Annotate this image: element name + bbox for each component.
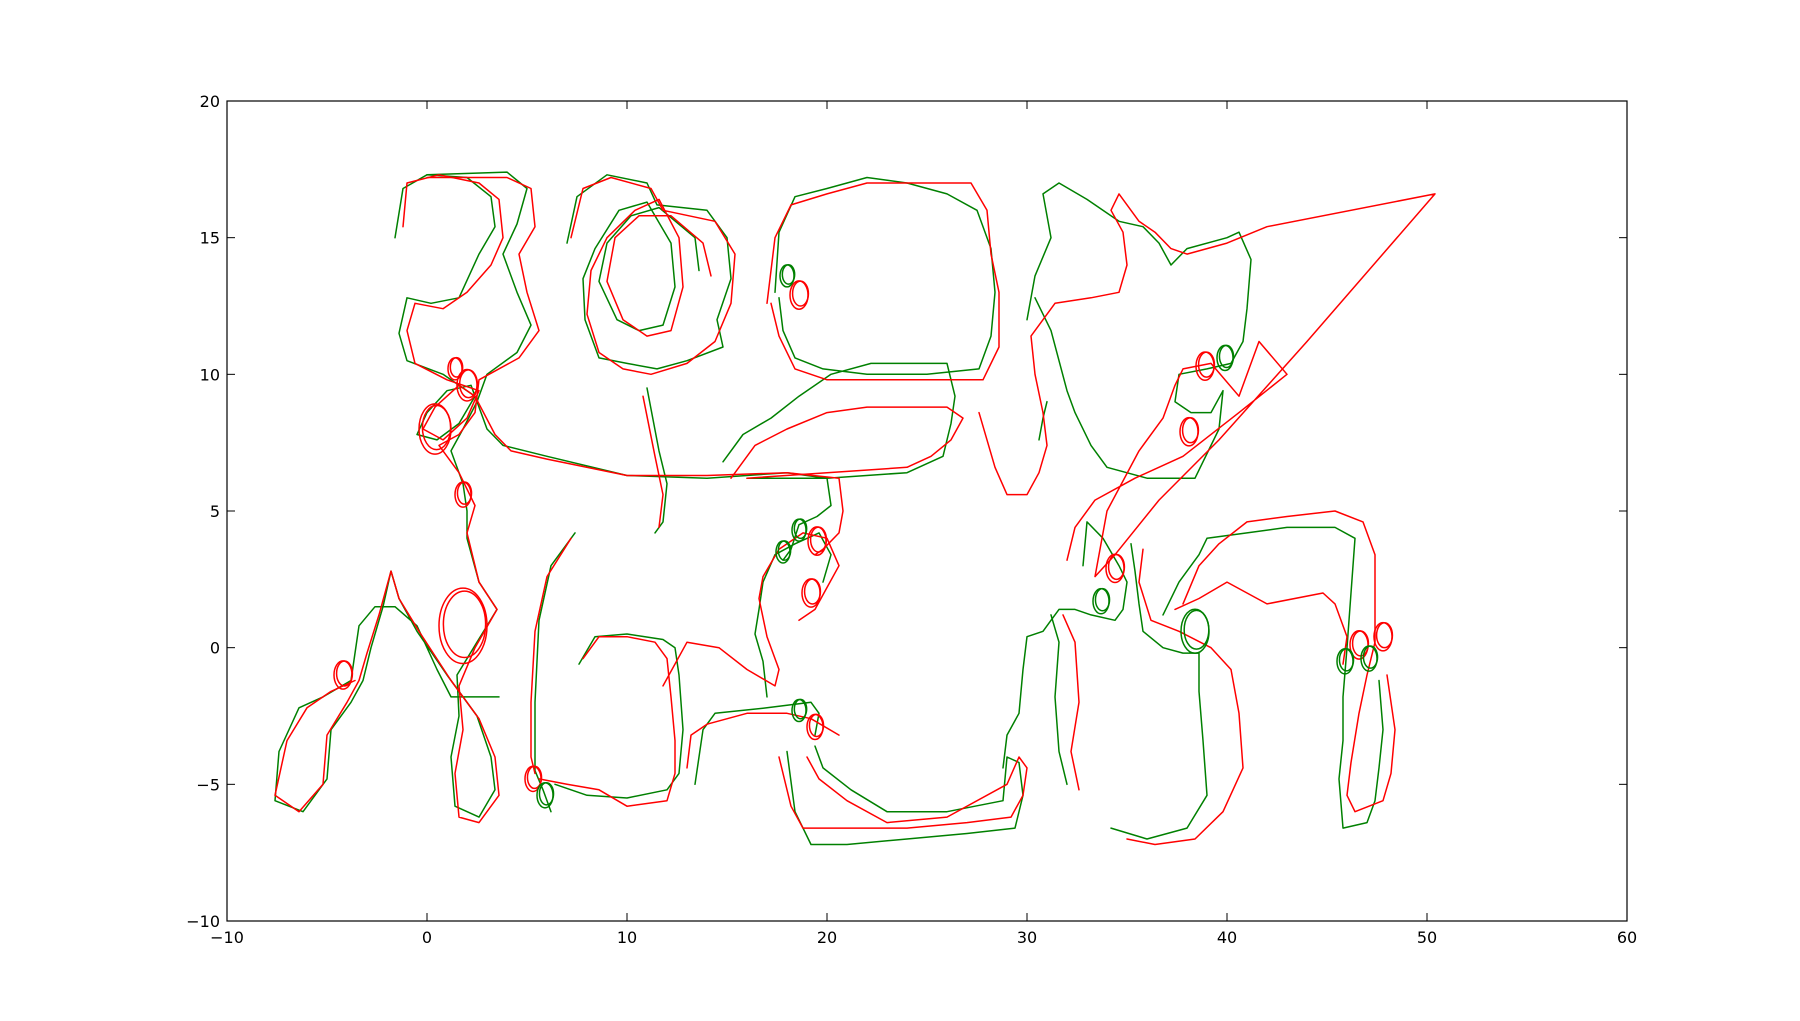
red-loop-2 xyxy=(421,404,452,451)
x-tick-label: 40 xyxy=(1217,928,1237,947)
y-tick-label: −10 xyxy=(186,912,220,931)
green-trajectory-16 xyxy=(1162,526,1384,829)
red-loop-16 xyxy=(1197,351,1216,378)
red-loop-8 xyxy=(791,280,810,307)
green-loop-21 xyxy=(1183,609,1210,650)
y-tick-label: 0 xyxy=(210,639,220,658)
plot-frame xyxy=(226,100,1628,922)
x-tick-label: −10 xyxy=(210,928,244,947)
green-loop-25 xyxy=(1362,645,1379,669)
red-trajectory-31 xyxy=(1182,510,1396,813)
plot-area xyxy=(274,171,1436,846)
x-tick-label: 30 xyxy=(1017,928,1037,947)
green-trajectory-6 xyxy=(534,532,576,813)
red-loop-5 xyxy=(442,590,487,659)
red-loop-23 xyxy=(1375,622,1394,649)
red-trajectory-29 xyxy=(1062,614,1080,791)
red-trajectory-19 xyxy=(570,176,736,376)
red-loop-1 xyxy=(449,356,464,378)
red-trajectory-27 xyxy=(778,756,1028,829)
red-loop-5 xyxy=(438,587,488,665)
green-trajectory-2 xyxy=(566,174,732,370)
red-trajectory-32 xyxy=(1174,581,1348,665)
red-loop-22 xyxy=(1351,630,1370,657)
green-loop-17 xyxy=(1218,344,1235,369)
x-tick-label: 20 xyxy=(817,928,837,947)
red-trajectory-30 xyxy=(1126,548,1244,846)
x-axis: −10 0 10 20 30 40 50 60 xyxy=(210,101,1637,947)
green-loop-9 xyxy=(781,264,796,285)
green-loop-12 xyxy=(777,540,792,561)
y-tick-label: 10 xyxy=(200,365,220,384)
red-trajectory-20 xyxy=(642,395,664,529)
red-trajectory-21 xyxy=(766,182,1000,381)
red-trajectory-28 xyxy=(662,532,840,687)
green-loop-20 xyxy=(1094,587,1111,612)
green-trajectory-1 xyxy=(394,174,832,561)
x-tick-label: 10 xyxy=(617,928,637,947)
green-trajectory-14 xyxy=(1050,614,1068,786)
red-loop-4 xyxy=(335,660,354,687)
x-tick-label: 0 xyxy=(422,928,432,947)
red-trajectory-22 xyxy=(730,406,964,479)
red-loop-14 xyxy=(808,713,825,738)
green-loop-11 xyxy=(793,518,808,540)
red-loop-0 xyxy=(458,369,479,399)
red-trajectory-25 xyxy=(538,635,676,807)
x-tick-label: 60 xyxy=(1617,928,1637,947)
red-trajectory-17 xyxy=(274,176,540,824)
red-loop-3 xyxy=(456,481,473,505)
red-trajectory-24 xyxy=(530,537,572,775)
red-trajectory-23 xyxy=(978,193,1436,578)
y-tick-label: 15 xyxy=(200,229,220,248)
green-trajectory-8 xyxy=(694,701,820,786)
green-loop-24 xyxy=(1338,648,1355,672)
y-tick-label: −5 xyxy=(196,775,220,794)
green-trajectory-5 xyxy=(722,362,956,479)
green-trajectory-11 xyxy=(1026,182,1252,479)
green-trajectory-7 xyxy=(554,633,684,799)
green-loop-7 xyxy=(538,781,555,806)
y-axis: −10 −5 0 5 10 15 20 xyxy=(186,92,1627,931)
green-trajectory-9 xyxy=(786,745,1024,846)
red-trajectory-18 xyxy=(402,174,844,556)
red-loop-13 xyxy=(803,578,822,605)
green-trajectory-10 xyxy=(754,532,832,698)
red-loop-19 xyxy=(1107,553,1126,581)
green-trajectory-3 xyxy=(646,387,668,534)
red-loop-6 xyxy=(526,765,543,790)
green-trajectory-4 xyxy=(774,176,996,376)
green-trajectory-0 xyxy=(274,171,532,818)
y-tick-label: 5 xyxy=(210,502,220,521)
y-tick-label: 20 xyxy=(200,92,220,111)
red-loop-18 xyxy=(1181,417,1200,444)
x-tick-label: 50 xyxy=(1417,928,1437,947)
green-loop-15 xyxy=(793,698,808,720)
red-loop-10 xyxy=(809,526,828,553)
